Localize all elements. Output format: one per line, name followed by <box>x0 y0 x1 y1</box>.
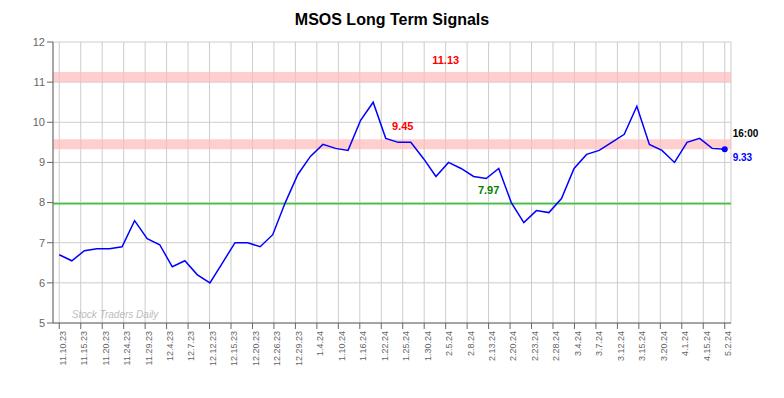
svg-text:9.45: 9.45 <box>392 120 413 132</box>
svg-text:3.20.24: 3.20.24 <box>659 331 669 361</box>
svg-text:2.28.24: 2.28.24 <box>551 331 561 361</box>
svg-text:12.4.23: 12.4.23 <box>165 331 175 361</box>
svg-text:2.20.24: 2.20.24 <box>508 331 518 361</box>
svg-text:12.7.23: 12.7.23 <box>186 331 196 361</box>
svg-text:4.1.24: 4.1.24 <box>680 331 690 356</box>
svg-text:1.10.24: 1.10.24 <box>337 331 347 361</box>
svg-text:3.7.24: 3.7.24 <box>594 331 604 356</box>
svg-text:11.20.23: 11.20.23 <box>101 331 111 365</box>
svg-text:3.15.24: 3.15.24 <box>637 331 647 361</box>
svg-text:11: 11 <box>34 76 45 88</box>
svg-text:10: 10 <box>33 116 45 128</box>
svg-text:11.24.23: 11.24.23 <box>122 331 132 365</box>
svg-text:5: 5 <box>39 317 45 329</box>
svg-text:2.23.24: 2.23.24 <box>530 331 540 361</box>
svg-text:7.97: 7.97 <box>478 184 499 196</box>
svg-text:12.26.23: 12.26.23 <box>272 331 282 366</box>
svg-text:1.30.24: 1.30.24 <box>423 331 433 361</box>
svg-text:3.12.24: 3.12.24 <box>616 331 626 361</box>
svg-text:3.4.24: 3.4.24 <box>573 331 583 356</box>
svg-text:4.15.24: 4.15.24 <box>702 331 712 361</box>
svg-text:2.13.24: 2.13.24 <box>487 331 497 361</box>
svg-text:8: 8 <box>39 196 45 208</box>
svg-text:2.8.24: 2.8.24 <box>466 331 476 356</box>
svg-text:12.15.23: 12.15.23 <box>229 331 239 366</box>
svg-text:2.5.24: 2.5.24 <box>444 331 454 356</box>
svg-text:1.16.24: 1.16.24 <box>358 331 368 361</box>
svg-text:5.2.24: 5.2.24 <box>723 331 733 356</box>
svg-text:12.20.23: 12.20.23 <box>251 331 261 366</box>
svg-text:16:00: 16:00 <box>733 128 759 139</box>
svg-text:11.13: 11.13 <box>432 54 459 66</box>
svg-text:9: 9 <box>39 156 45 168</box>
svg-text:6: 6 <box>39 277 45 289</box>
svg-text:9.33: 9.33 <box>733 152 753 163</box>
svg-text:1.4.24: 1.4.24 <box>315 331 325 356</box>
svg-text:12.12.23: 12.12.23 <box>208 331 218 366</box>
svg-text:1.22.24: 1.22.24 <box>380 331 390 361</box>
svg-text:11.10.23: 11.10.23 <box>58 331 68 365</box>
svg-text:Stock Traders Daily: Stock Traders Daily <box>72 309 160 320</box>
svg-text:11.29.23: 11.29.23 <box>144 331 154 365</box>
svg-text:12: 12 <box>33 36 45 48</box>
svg-text:11.15.23: 11.15.23 <box>79 331 89 365</box>
svg-text:12.29.23: 12.29.23 <box>294 331 304 366</box>
html-text:MSOS Long Term Signals: MSOS Long Term Signals <box>294 11 490 28</box>
svg-text:1.25.24: 1.25.24 <box>401 331 411 361</box>
svg-text:7: 7 <box>39 237 45 249</box>
